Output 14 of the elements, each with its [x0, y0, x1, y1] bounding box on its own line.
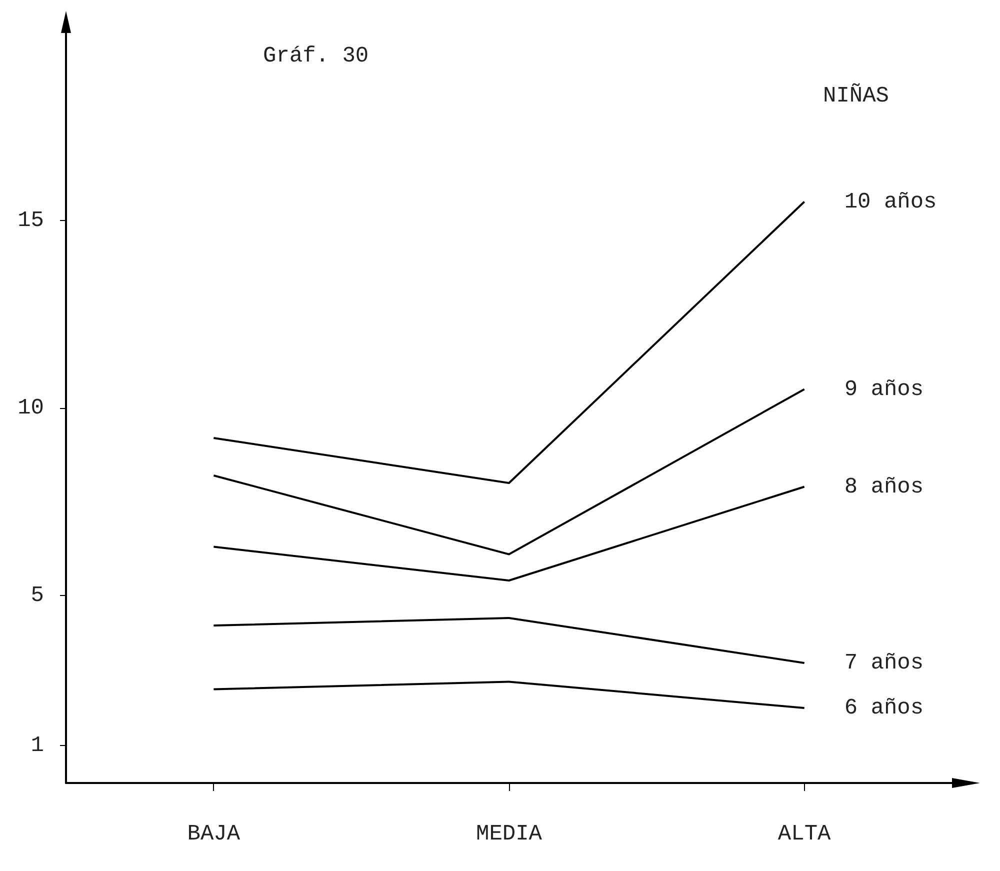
x-tick-label: ALTA: [778, 822, 832, 846]
x-tick-label: BAJA: [187, 822, 241, 846]
series-label: 7 años: [844, 650, 924, 676]
text: NIÑAS: [823, 82, 890, 108]
series-label: 10 años: [844, 189, 937, 214]
y-tick-label: 1: [30, 733, 44, 758]
text: Gráf. 30: [263, 44, 369, 68]
series-label: 9 años: [844, 376, 924, 402]
y-tick-label: 15: [18, 208, 44, 233]
series-label: 8 años: [844, 474, 924, 500]
series-label: 6 años: [844, 696, 924, 720]
y-tick-label: 10: [18, 396, 44, 420]
x-tick-label: MEDIA: [476, 822, 543, 846]
y-tick-label: 5: [30, 583, 44, 608]
